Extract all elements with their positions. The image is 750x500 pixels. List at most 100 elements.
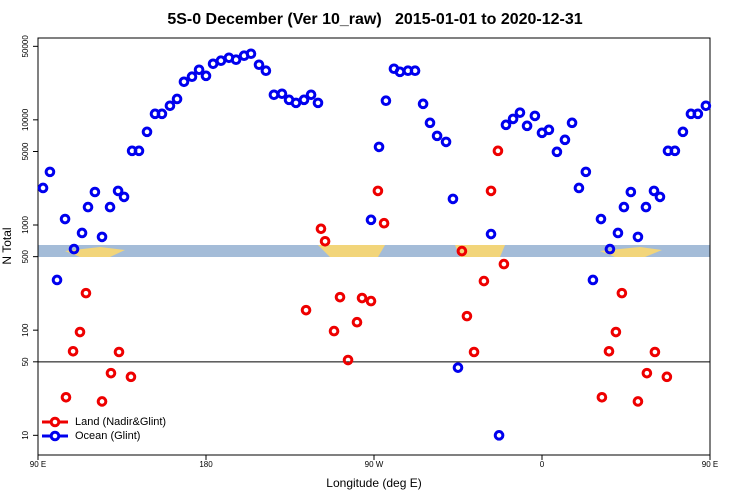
- x-tick-label: 90 E: [30, 460, 46, 469]
- point: [625, 186, 637, 198]
- point: [186, 71, 198, 83]
- x-tick-label: 0: [540, 460, 545, 469]
- point: [372, 185, 384, 197]
- point: [298, 94, 310, 106]
- point: [215, 55, 227, 67]
- point: [156, 108, 168, 120]
- point: [80, 287, 92, 299]
- point: [461, 310, 473, 322]
- point: [573, 182, 585, 194]
- point: [669, 145, 681, 157]
- point: [112, 185, 124, 197]
- point: [200, 70, 212, 82]
- point: [96, 396, 108, 407]
- map-land: [65, 245, 662, 257]
- point: [498, 258, 510, 270]
- point: [68, 243, 80, 255]
- point: [632, 396, 644, 407]
- point: [328, 325, 340, 337]
- point: [378, 217, 390, 229]
- point: [171, 93, 183, 105]
- point: [67, 345, 79, 357]
- point: [305, 89, 317, 101]
- point: [596, 391, 608, 403]
- point: [96, 231, 108, 243]
- point: [514, 107, 526, 118]
- point: [373, 141, 385, 153]
- point: [60, 391, 72, 403]
- point: [580, 166, 592, 178]
- point: [268, 89, 280, 101]
- point: [51, 274, 63, 286]
- x-tick-label: 90 W: [365, 460, 384, 469]
- point: [245, 48, 257, 60]
- point: [417, 98, 429, 110]
- legend-marker: [49, 416, 61, 428]
- y-axis-label: N Total: [0, 227, 14, 264]
- point: [492, 145, 504, 157]
- y-tick-label: 100: [21, 323, 30, 337]
- point: [603, 345, 615, 357]
- point: [654, 191, 666, 203]
- point: [485, 185, 497, 197]
- y-tick-label: 1000: [21, 216, 30, 234]
- point: [595, 213, 607, 225]
- point: [610, 326, 622, 338]
- point: [616, 287, 628, 299]
- point: [82, 201, 94, 213]
- point: [37, 182, 49, 194]
- point: [356, 292, 368, 304]
- point: [612, 227, 624, 239]
- point: [543, 124, 555, 136]
- point: [500, 119, 512, 131]
- point: [493, 430, 505, 441]
- point: [618, 201, 630, 213]
- y-tick-label: 10000: [21, 108, 30, 131]
- point: [648, 185, 660, 197]
- point: [315, 223, 327, 235]
- point: [424, 117, 436, 129]
- point: [641, 367, 653, 379]
- x-tick-label: 90 E: [702, 460, 718, 469]
- point: [632, 231, 644, 243]
- point: [365, 295, 377, 307]
- legend-label: Ocean (Glint): [75, 430, 140, 442]
- point: [640, 201, 652, 213]
- point: [587, 274, 599, 286]
- point: [365, 214, 377, 226]
- x-axis-label: Longitude (deg E): [326, 476, 421, 490]
- point: [113, 346, 125, 358]
- point: [559, 134, 571, 146]
- y-tick-label: 50000: [21, 35, 30, 58]
- y-tick-label: 50: [21, 357, 30, 366]
- point: [409, 65, 421, 77]
- x-tick-label: 180: [199, 460, 213, 469]
- point: [319, 235, 331, 247]
- point: [334, 291, 346, 303]
- point: [380, 95, 392, 107]
- point: [74, 326, 86, 338]
- legend-label: Land (Nadir&Glint): [75, 416, 166, 428]
- point: [692, 108, 704, 120]
- point: [44, 166, 56, 178]
- point: [133, 145, 145, 157]
- point: [178, 76, 190, 88]
- chart-title: 5S-0 December (Ver 10_raw) 2015-01-01 to…: [167, 11, 582, 28]
- point: [551, 146, 563, 158]
- point: [529, 110, 541, 122]
- point: [105, 367, 117, 379]
- point: [447, 193, 459, 205]
- point: [431, 130, 443, 142]
- point: [604, 243, 616, 255]
- point: [300, 304, 312, 316]
- point: [230, 54, 242, 66]
- point: [485, 228, 497, 240]
- point: [76, 227, 88, 239]
- point: [452, 362, 464, 373]
- point: [649, 346, 661, 358]
- point: [456, 245, 468, 257]
- point: [342, 354, 354, 366]
- point: [125, 371, 137, 383]
- point: [700, 100, 712, 112]
